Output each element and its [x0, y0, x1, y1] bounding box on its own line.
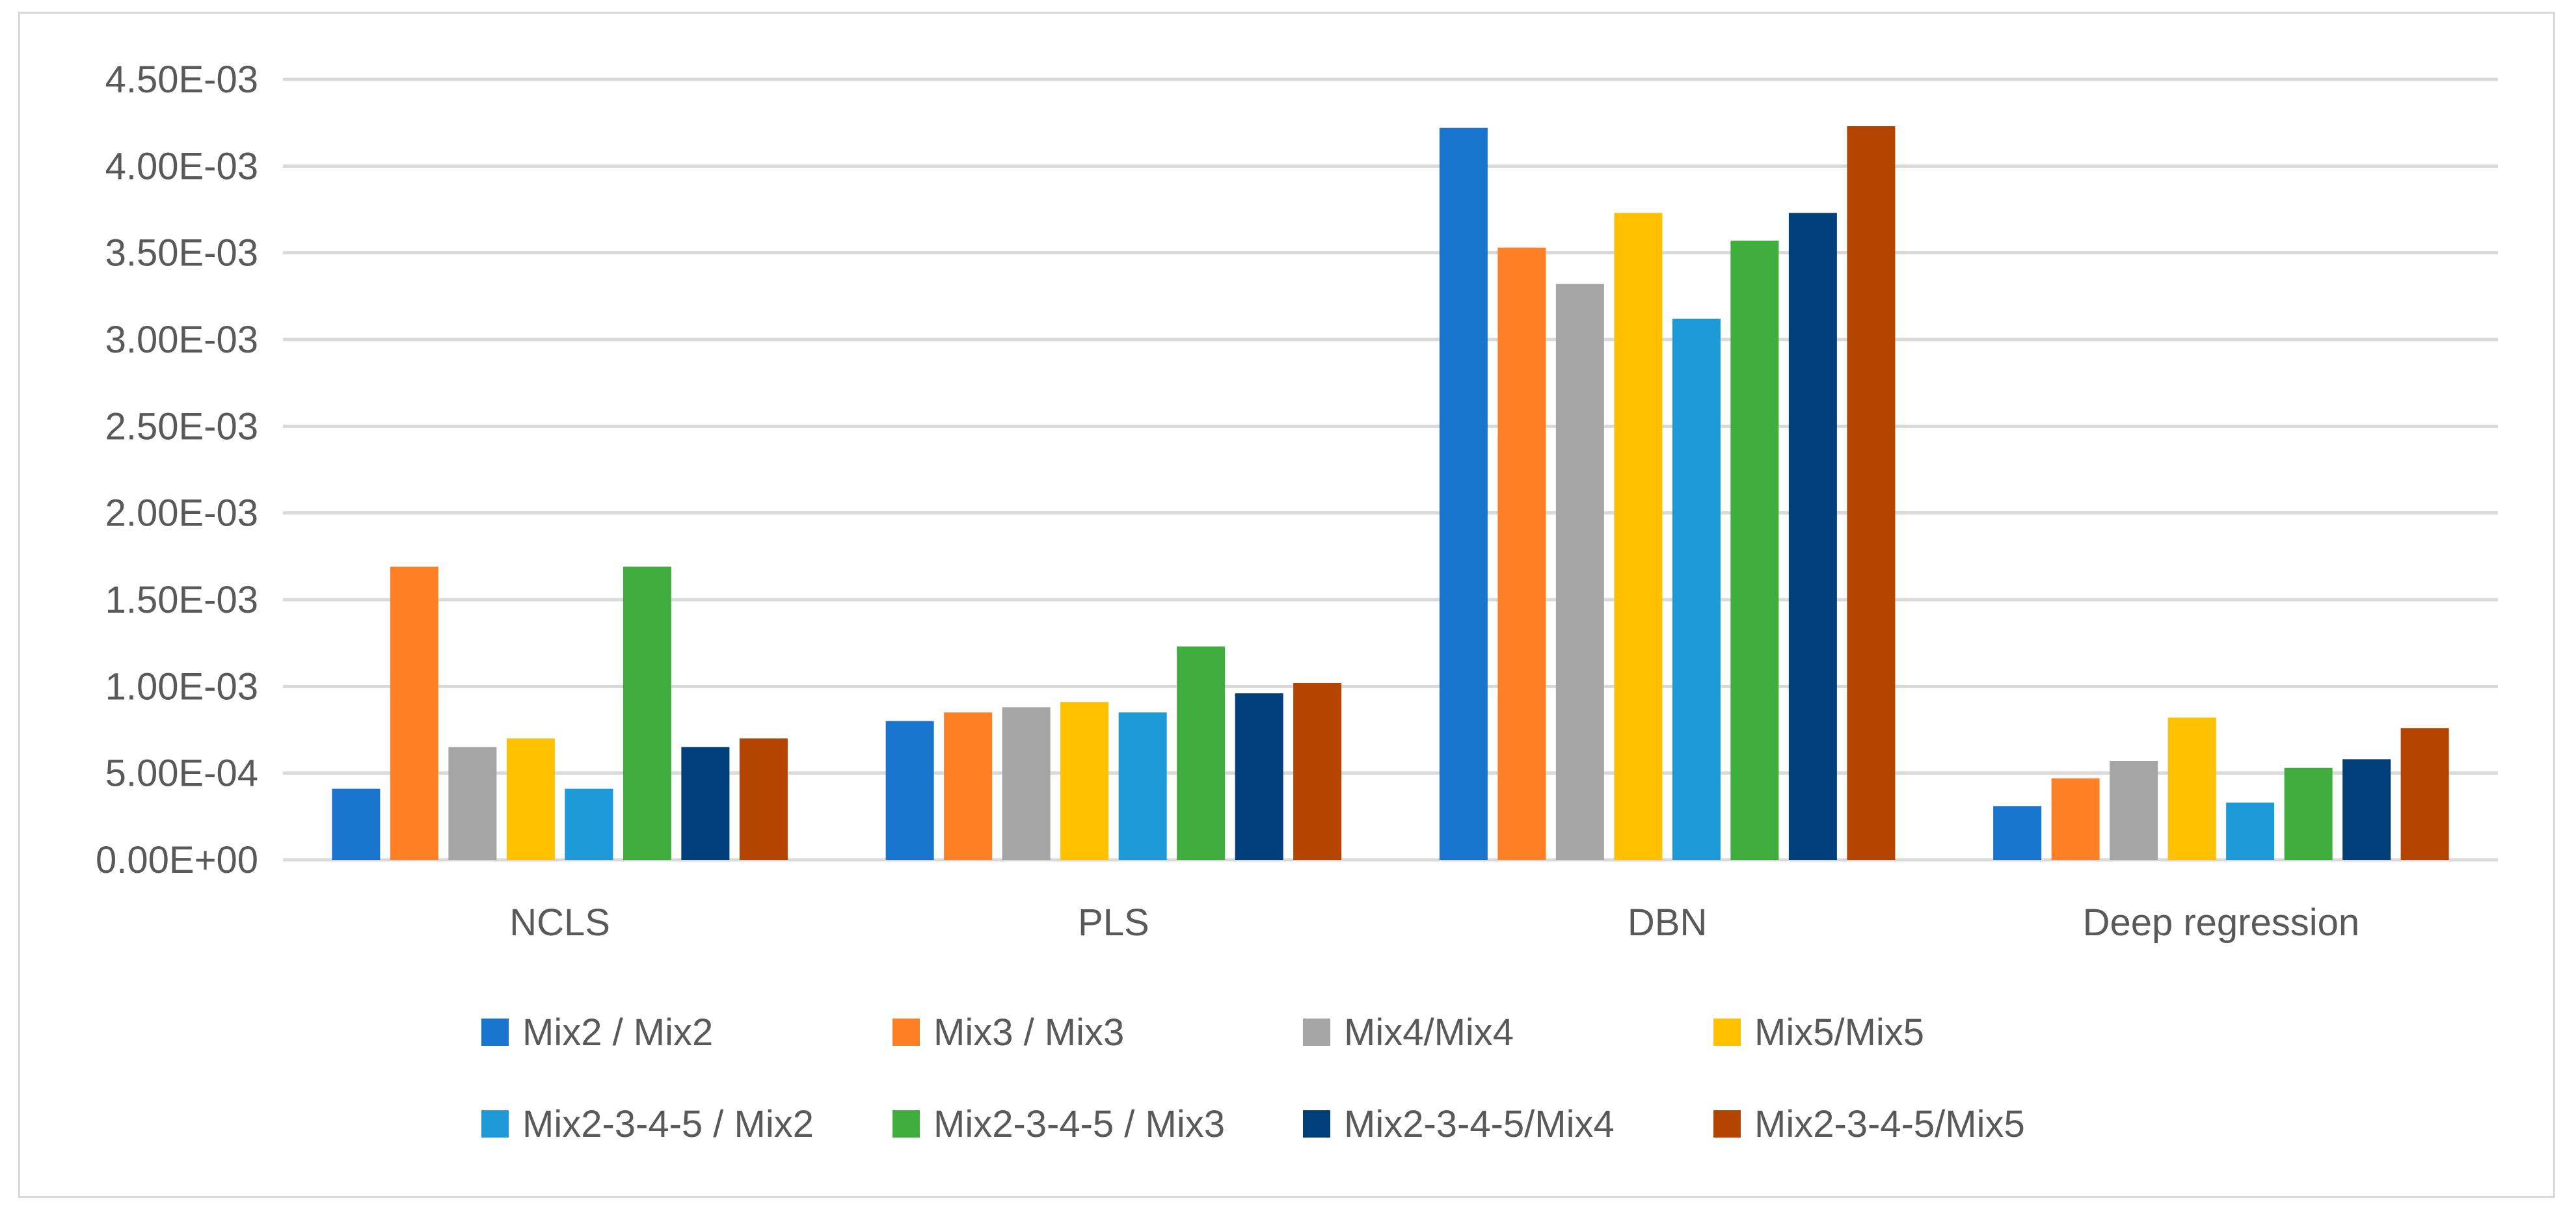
bar-ncls-series-7: [681, 747, 730, 860]
legend-label: Mix2-3-4-5/Mix5: [1754, 1103, 2025, 1145]
bar-dbn-series-1: [1439, 127, 1488, 860]
bars: [332, 126, 2449, 860]
legend-item: Mix5/Mix5: [1713, 1011, 1924, 1054]
legend-label: Mix3 / Mix3: [933, 1011, 1124, 1054]
y-tick-label: 3.00E-03: [105, 319, 258, 361]
legend-label: Mix2-3-4-5 / Mix2: [522, 1103, 814, 1145]
bar-deep-regression-series-2: [2051, 778, 2100, 860]
bar-dbn-series-3: [1555, 284, 1604, 860]
chart-frame: [18, 12, 2555, 1198]
legend-swatch: [892, 1110, 920, 1138]
legend-item: Mix2-3-4-5 / Mix2: [481, 1103, 814, 1145]
bar-deep-regression-series-7: [2342, 759, 2391, 860]
legend-swatch: [1303, 1110, 1330, 1138]
bar-pls-series-6: [1177, 646, 1226, 860]
bar-ncls-series-1: [332, 788, 381, 860]
gridlines: [283, 77, 2498, 862]
legend-swatch: [1713, 1110, 1741, 1138]
legend-item: Mix4/Mix4: [1303, 1011, 1514, 1054]
y-tick-label: 2.00E-03: [105, 492, 258, 535]
y-tick-label: 1.00E-03: [105, 665, 258, 708]
bar-deep-regression-series-4: [2167, 717, 2216, 860]
y-tick-label: 2.50E-03: [105, 405, 258, 447]
y-tick-label: 4.50E-03: [105, 59, 258, 101]
bar-pls-series-8: [1293, 683, 1342, 860]
legend-swatch: [892, 1019, 920, 1046]
legend: Mix2 / Mix2 Mix3 / Mix3 Mix4/Mix4 Mix5/Mix5…: [481, 1011, 2025, 1145]
legend-item: Mix3 / Mix3: [892, 1011, 1124, 1054]
x-category-label: DBN: [1628, 901, 1707, 944]
bar-ncls-series-6: [623, 567, 671, 860]
legend-swatch: [1713, 1019, 1741, 1046]
bar-deep-regression-series-5: [2226, 803, 2275, 860]
bar-pls-series-7: [1235, 693, 1283, 860]
bar-deep-regression-series-6: [2284, 767, 2333, 860]
bar-dbn-series-8: [1847, 126, 1896, 860]
y-tick-label: 0.00E+00: [96, 839, 258, 881]
legend-swatch: [481, 1110, 509, 1138]
bar-dbn-series-7: [1788, 213, 1837, 860]
bar-dbn-series-2: [1497, 247, 1546, 860]
bar-dbn-series-6: [1730, 241, 1779, 860]
legend-label: Mix2-3-4-5/Mix4: [1344, 1103, 1615, 1145]
legend-label: Mix2 / Mix2: [522, 1011, 713, 1054]
bar-ncls-series-3: [448, 747, 497, 860]
y-tick-label: 3.50E-03: [105, 232, 258, 274]
bar-ncls-series-5: [565, 788, 613, 860]
bar-dbn-series-5: [1672, 319, 1721, 860]
y-axis-tick-labels: 0.00E+00 5.00E-04 1.00E-03 1.50E-03 2.00E-03…: [96, 59, 258, 881]
bar-dbn-series-4: [1614, 213, 1663, 860]
legend-label: Mix2-3-4-5 / Mix3: [933, 1103, 1225, 1145]
bar-pls-series-4: [1060, 702, 1109, 860]
bar-deep-regression-series-8: [2400, 728, 2449, 860]
legend-item: Mix2-3-4-5 / Mix3: [892, 1103, 1225, 1145]
bar-ncls-series-8: [739, 738, 788, 860]
x-axis: NCLS PLS DBN Deep regression: [509, 901, 2359, 944]
legend-label: Mix4/Mix4: [1344, 1011, 1514, 1054]
legend-label: Mix5/Mix5: [1754, 1011, 1924, 1054]
bar-pls-series-3: [1002, 707, 1051, 860]
bar-pls-series-5: [1118, 712, 1167, 860]
y-tick-label: 4.00E-03: [105, 145, 258, 187]
x-category-label: NCLS: [509, 901, 610, 944]
bar-deep-regression-series-1: [1993, 806, 2042, 860]
legend-item: Mix2-3-4-5/Mix5: [1713, 1103, 2025, 1145]
bar-pls-series-2: [944, 712, 993, 860]
legend-swatch: [481, 1019, 509, 1046]
x-category-label: PLS: [1078, 901, 1149, 944]
y-tick-label: 1.50E-03: [105, 579, 258, 621]
legend-item: Mix2-3-4-5/Mix4: [1303, 1103, 1615, 1145]
legend-swatch: [1303, 1019, 1330, 1046]
legend-item: Mix2 / Mix2: [481, 1011, 713, 1054]
bar-pls-series-1: [885, 721, 934, 860]
bar-ncls-series-2: [390, 567, 438, 860]
bar-deep-regression-series-3: [2110, 761, 2158, 860]
x-category-label: Deep regression: [2083, 901, 2360, 944]
y-tick-label: 5.00E-04: [105, 753, 258, 795]
bar-ncls-series-4: [506, 738, 555, 860]
